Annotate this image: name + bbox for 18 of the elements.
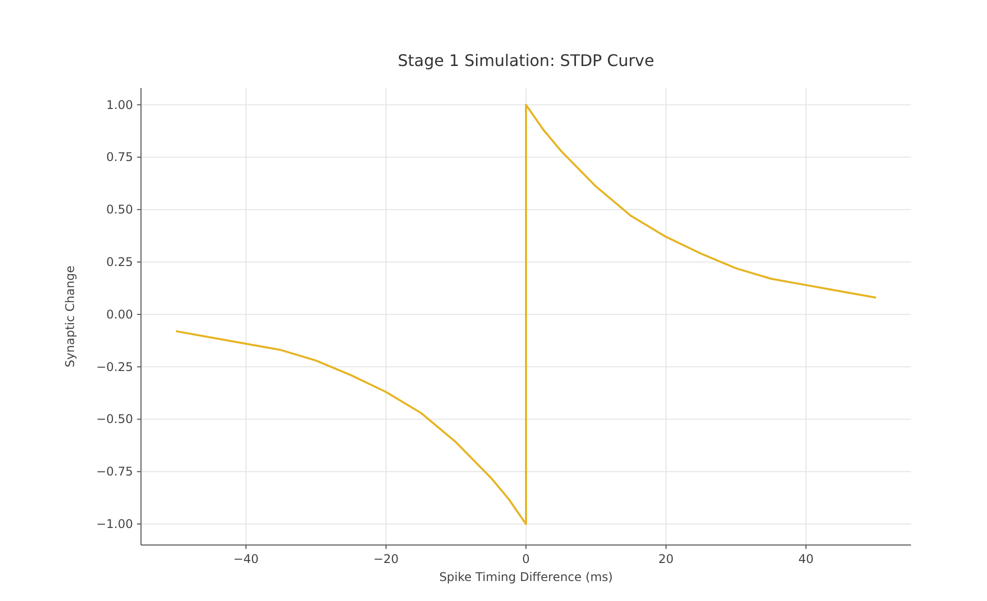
y-axis-title: Synaptic Change [63,266,77,368]
chart-title: Stage 1 Simulation: STDP Curve [398,51,654,70]
y-tick-label: −0.25 [96,360,133,374]
x-tick-label: 0 [522,552,530,566]
x-axis-title: Spike Timing Difference (ms) [439,570,613,584]
line-series [175,104,877,526]
x-tick-label: −20 [373,552,399,566]
x-tick-label: −40 [233,552,259,566]
y-tick-label: 0.50 [106,202,133,217]
y-tick-label: 0.25 [106,254,133,269]
y-tick-label: −0.50 [96,412,133,426]
x-tick-label: 40 [798,552,814,566]
x-tick-label: 20 [658,552,674,566]
y-tick-label: 0.75 [106,150,133,164]
y-tick-label: −1.00 [96,517,133,532]
y-tick-label: 0.00 [106,307,133,322]
y-tick-label: 1.00 [106,98,133,112]
y-tick-label: −0.75 [96,464,133,479]
